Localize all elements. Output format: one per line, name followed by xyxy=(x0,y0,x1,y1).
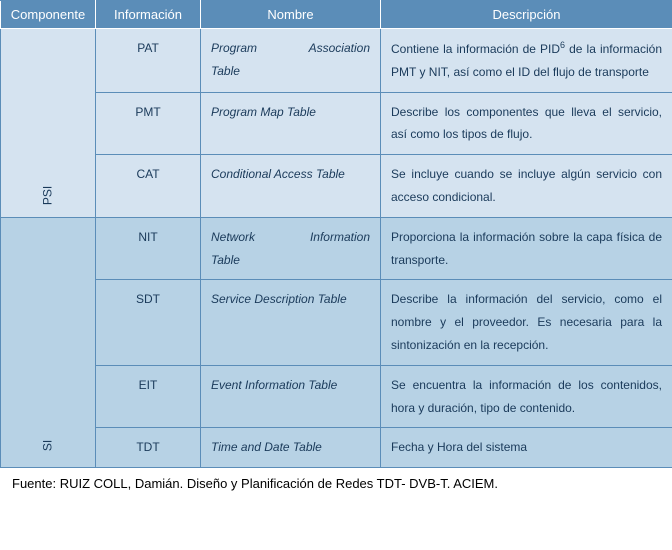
info-cell: EIT xyxy=(96,365,201,428)
table-header-row: Componente Información Nombre Descripció… xyxy=(1,1,672,29)
desc-cell: Proporciona la información sobre la capa… xyxy=(381,217,672,280)
table-row: SI NIT Network Information Table Proporc… xyxy=(1,217,672,280)
name-cell: Time and Date Table xyxy=(201,428,381,468)
table-row: TDT Time and Date Table Fecha y Hora del… xyxy=(1,428,672,468)
psi-si-table: Componente Información Nombre Descripció… xyxy=(0,0,672,468)
name-line2: Table xyxy=(211,60,370,83)
name-cell: Program Association Table xyxy=(201,29,381,93)
name-cell: Conditional Access Table xyxy=(201,155,381,218)
name-word: Association xyxy=(309,37,370,60)
header-informacion: Información xyxy=(96,1,201,29)
name-word: Network xyxy=(211,226,255,249)
desc-text-pre: Contiene la información de PID xyxy=(391,42,560,56)
group-cell-si: SI xyxy=(1,217,96,467)
caption-text: Fuente: RUIZ COLL, Damián. Diseño y Plan… xyxy=(0,468,672,494)
group-label-si: SI xyxy=(37,440,60,451)
name-line2: Table xyxy=(211,249,370,272)
table-row: EIT Event Information Table Se encuentra… xyxy=(1,365,672,428)
name-cell: Program Map Table xyxy=(201,92,381,155)
desc-cell: Contiene la información de PID6 de la in… xyxy=(381,29,672,93)
name-cell: Event Information Table xyxy=(201,365,381,428)
table-row: CAT Conditional Access Table Se incluye … xyxy=(1,155,672,218)
group-label-psi: PSI xyxy=(37,186,60,205)
desc-cell: Se incluye cuando se incluye algún servi… xyxy=(381,155,672,218)
group-cell-psi: PSI xyxy=(1,29,96,218)
name-word: Program xyxy=(211,37,257,60)
name-cell: Network Information Table xyxy=(201,217,381,280)
header-componente: Componente xyxy=(1,1,96,29)
table-row: PSI PAT Program Association Table Contie… xyxy=(1,29,672,93)
desc-cell: Fecha y Hora del sistema xyxy=(381,428,672,468)
desc-cell: Describe los componentes que lleva el se… xyxy=(381,92,672,155)
info-cell: PMT xyxy=(96,92,201,155)
table-row: PMT Program Map Table Describe los compo… xyxy=(1,92,672,155)
info-cell: NIT xyxy=(96,217,201,280)
table-row: SDT Service Description Table Describe l… xyxy=(1,280,672,365)
info-cell: CAT xyxy=(96,155,201,218)
desc-cell: Se encuentra la información de los conte… xyxy=(381,365,672,428)
info-cell: SDT xyxy=(96,280,201,365)
info-cell: PAT xyxy=(96,29,201,93)
name-word: Information xyxy=(310,226,370,249)
header-descripcion: Descripción xyxy=(381,1,672,29)
info-cell: TDT xyxy=(96,428,201,468)
name-cell: Service Description Table xyxy=(201,280,381,365)
desc-cell: Describe la información del servicio, co… xyxy=(381,280,672,365)
header-nombre: Nombre xyxy=(201,1,381,29)
